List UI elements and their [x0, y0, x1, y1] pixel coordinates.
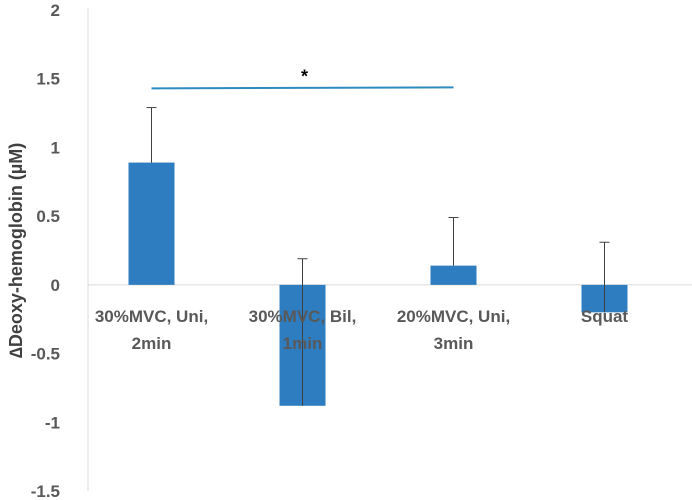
axes [87, 8, 692, 491]
y-tick-label: -1.5 [31, 482, 60, 500]
y-tick-labels: -1.5 -1 -0.5 0 0.5 1 1.5 2 [31, 1, 60, 500]
significance-line [151, 86, 454, 90]
y-tick-label: 1.5 [36, 70, 60, 89]
y-tick-label: 0.5 [36, 207, 60, 226]
y-tick-label: 2 [51, 1, 60, 20]
significance-annotation: * [151, 66, 454, 90]
y-tick-label: -1 [45, 413, 60, 432]
bars [128, 162, 628, 406]
y-tick-label: -0.5 [31, 345, 60, 364]
category-labels: 30%MVC, Uni, 2min 30%MVC, Bil, 1min 20%MVC, … [95, 307, 629, 353]
category-label: 30%MVC, Bil, 1min [249, 307, 357, 353]
y-axis-label: ∆Deoxy-hemoglobin (µM) [6, 143, 26, 358]
bar [128, 162, 175, 285]
y-tick-label: 0 [51, 276, 60, 295]
error-bars [146, 107, 610, 406]
y-tick-label: 1 [51, 138, 60, 157]
category-label: Squat [581, 307, 629, 326]
bar [430, 265, 477, 285]
significance-star: * [301, 66, 308, 86]
category-label: 20%MVC, Uni, 3min [397, 307, 510, 353]
category-label: 30%MVC, Uni, 2min [95, 307, 208, 353]
